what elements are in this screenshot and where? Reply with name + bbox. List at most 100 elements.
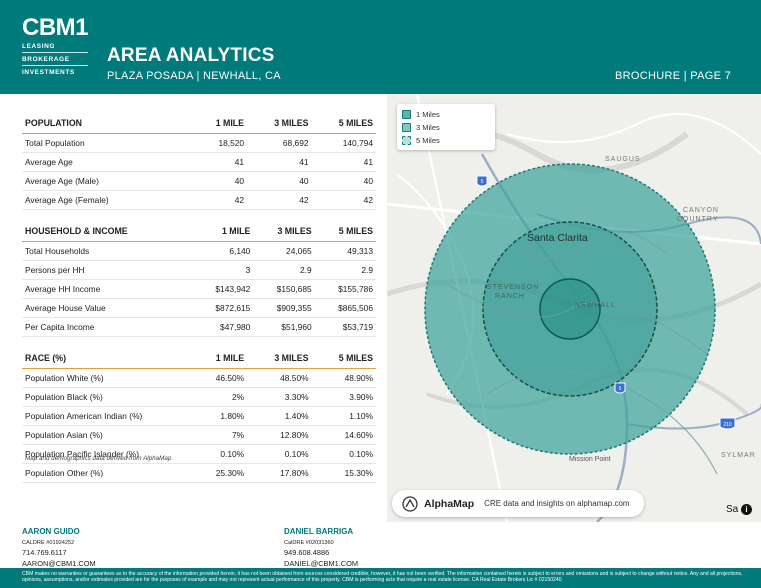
alphamap-name: AlphaMap [424, 497, 475, 510]
shield-5a-label: 5 [481, 179, 484, 185]
table-row: Average House Value $872,615 $909,355 $865,… [22, 298, 376, 318]
table-row: Population American Indian (%) 1.80% 1.40%… [22, 406, 376, 426]
contact-email[interactable]: AARON@CBM1.COM [22, 558, 96, 568]
value-1-mile: $47,980 [192, 317, 254, 337]
value-3-miles: 42 [247, 190, 312, 210]
value-3-miles: 41 [247, 152, 312, 172]
table-row: Per Capita Income $47,980 $51,960 $53,719 [22, 317, 376, 337]
table-row: Average Age (Male) 40 40 40 [22, 171, 376, 191]
alphamap-attribution[interactable]: AlphaMap CRE data and insights on alpham… [392, 490, 644, 517]
map-label-sylmar: SYLMAR [721, 452, 756, 459]
value-5-miles: 1.10% [311, 406, 376, 426]
value-3-miles: 68,692 [247, 133, 312, 153]
table-row: Population Black (%) 2% 3.30% 3.90% [22, 387, 376, 407]
contact-phone[interactable]: 949.608.4886 [284, 548, 330, 557]
legend-label: 3 Miles [416, 123, 440, 132]
value-1-mile: 1.80% [192, 406, 248, 426]
column-header: 1 MILE [192, 114, 248, 134]
info-icon[interactable]: i [741, 504, 753, 515]
value-3-miles: $909,355 [253, 298, 315, 318]
table-row: Population Asian (%) 7% 12.80% 14.60% [22, 425, 376, 445]
legend-item-3-miles[interactable]: 3 Miles [402, 121, 490, 134]
map-label-santa-clarita: Santa Clarita [527, 232, 588, 244]
value-3-miles: 48.50% [247, 368, 312, 388]
legend-swatch [402, 123, 411, 132]
value-1-mile: 46.50% [192, 368, 248, 388]
page-title: AREA ANALYTICS [107, 45, 275, 66]
data-source-note: Map and demographics data derived from A… [25, 455, 172, 462]
value-5-miles: 48.90% [311, 368, 376, 388]
row-label: Average HH Income [22, 279, 192, 299]
legend-swatch [402, 136, 411, 145]
value-1-mile: 25.30% [192, 463, 248, 483]
value-1-mile: 40 [192, 171, 248, 191]
value-5-miles: $155,786 [314, 279, 376, 299]
contact-phone[interactable]: 714.769.6117 [22, 548, 67, 557]
value-1-mile: 0.10% [192, 444, 248, 464]
value-5-miles: 2.9 [314, 260, 376, 280]
value-3-miles: 17.80% [247, 463, 312, 483]
value-1-mile: 7% [192, 425, 248, 445]
map-label-saugus: SAUGUS [605, 156, 641, 163]
legend-item-1-mile[interactable]: 1 Miles [402, 108, 490, 121]
map-label-country: COUNTRY [677, 216, 719, 223]
contact-aaron: AARON GUIDO CALDRE #01924252 714.769.611… [22, 527, 96, 569]
contact-license: CALDRE #01924252 [22, 539, 75, 546]
legend-item-5-miles[interactable]: 5 Miles [402, 134, 490, 147]
cbm1-logo: CBM1 LEASING BROKERAGE INVESTMENTS [22, 14, 89, 78]
freeway-shield-210: 210 [719, 417, 736, 430]
column-header: 3 MILES [247, 114, 312, 134]
value-1-mile: 42 [192, 190, 248, 210]
value-3-miles: 3.30% [247, 387, 312, 407]
table-heading: RACE (%) [22, 349, 192, 369]
contact-daniel: DANIEL BARRIGA CalDRE #02031360 949.608.… [284, 527, 358, 569]
table-header-row: HOUSEHOLD & INCOME 1 MILE 3 MILES 5 MILE… [22, 222, 376, 242]
table-row: Population Other (%) 25.30% 17.80% 15.30% [22, 463, 376, 483]
value-5-miles: 0.10% [311, 444, 376, 464]
value-5-miles: 14.60% [311, 425, 376, 445]
table-row: Average Age (Female) 42 42 42 [22, 190, 376, 210]
column-header: 1 MILE [192, 349, 248, 369]
value-3-miles: $51,960 [253, 317, 315, 337]
row-label: Population Asian (%) [22, 425, 192, 445]
value-5-miles: 140,794 [311, 133, 376, 153]
map-label-mission-point: Mission Point [569, 456, 611, 463]
freeway-shield-5-south: 5 [614, 382, 626, 394]
contact-email[interactable]: DANIEL@CBM1.COM [284, 558, 359, 568]
row-label: Population Black (%) [22, 387, 192, 407]
row-label: Population American Indian (%) [22, 406, 192, 426]
legend-label: 1 Miles [416, 110, 440, 119]
value-3-miles: 0.10% [247, 444, 312, 464]
logo-line-investments: INVESTMENTS [22, 69, 75, 76]
row-label: Total Population [22, 133, 192, 153]
table-row: Average HH Income $143,942 $150,685 $155,78… [22, 279, 376, 299]
value-5-miles: 41 [311, 152, 376, 172]
row-label: Average Age (Male) [22, 171, 192, 191]
freeway-shield-5-north: 5 [476, 175, 488, 187]
table-header-row: RACE (%) 1 MILE 3 MILES 5 MILES [22, 349, 376, 369]
value-1-mile: $872,615 [192, 298, 254, 318]
logo-line-leasing: LEASING [22, 40, 88, 53]
value-5-miles: 40 [311, 171, 376, 191]
value-1-mile: 41 [192, 152, 248, 172]
row-label: Average Age [22, 152, 192, 172]
column-header: 3 MILES [253, 222, 315, 242]
row-label: Population Pacific Islander (%) [22, 444, 192, 464]
radius-map[interactable]: 5 5 210 SAUGUS CANYON COUNTRY Santa Clar… [387, 94, 761, 522]
map-legend: 1 Miles 3 Miles 5 Miles [397, 104, 495, 150]
page-number: BROCHURE | PAGE 7 [615, 70, 731, 82]
logo-wordmark: CBM1 [22, 14, 89, 41]
contact-name: AARON GUIDO [22, 527, 80, 536]
contact-name: DANIEL BARRIGA [284, 527, 354, 536]
disclaimer-footer: CBM makes no warranties or guarantees as… [0, 568, 761, 588]
column-header: 5 MILES [311, 349, 376, 369]
shield-5b-label: 5 [619, 386, 622, 392]
table-row: Persons per HH 3 2.9 2.9 [22, 260, 376, 280]
row-label: Population Other (%) [22, 463, 192, 483]
column-header: 5 MILES [314, 222, 376, 242]
map-corner-label: Sa i [726, 504, 753, 515]
column-header: 3 MILES [247, 349, 312, 369]
column-header: 1 MILE [192, 222, 254, 242]
demographics-tables: POPULATION 1 MILE 3 MILES 5 MILES Total … [22, 114, 376, 495]
value-5-miles: $865,506 [314, 298, 376, 318]
